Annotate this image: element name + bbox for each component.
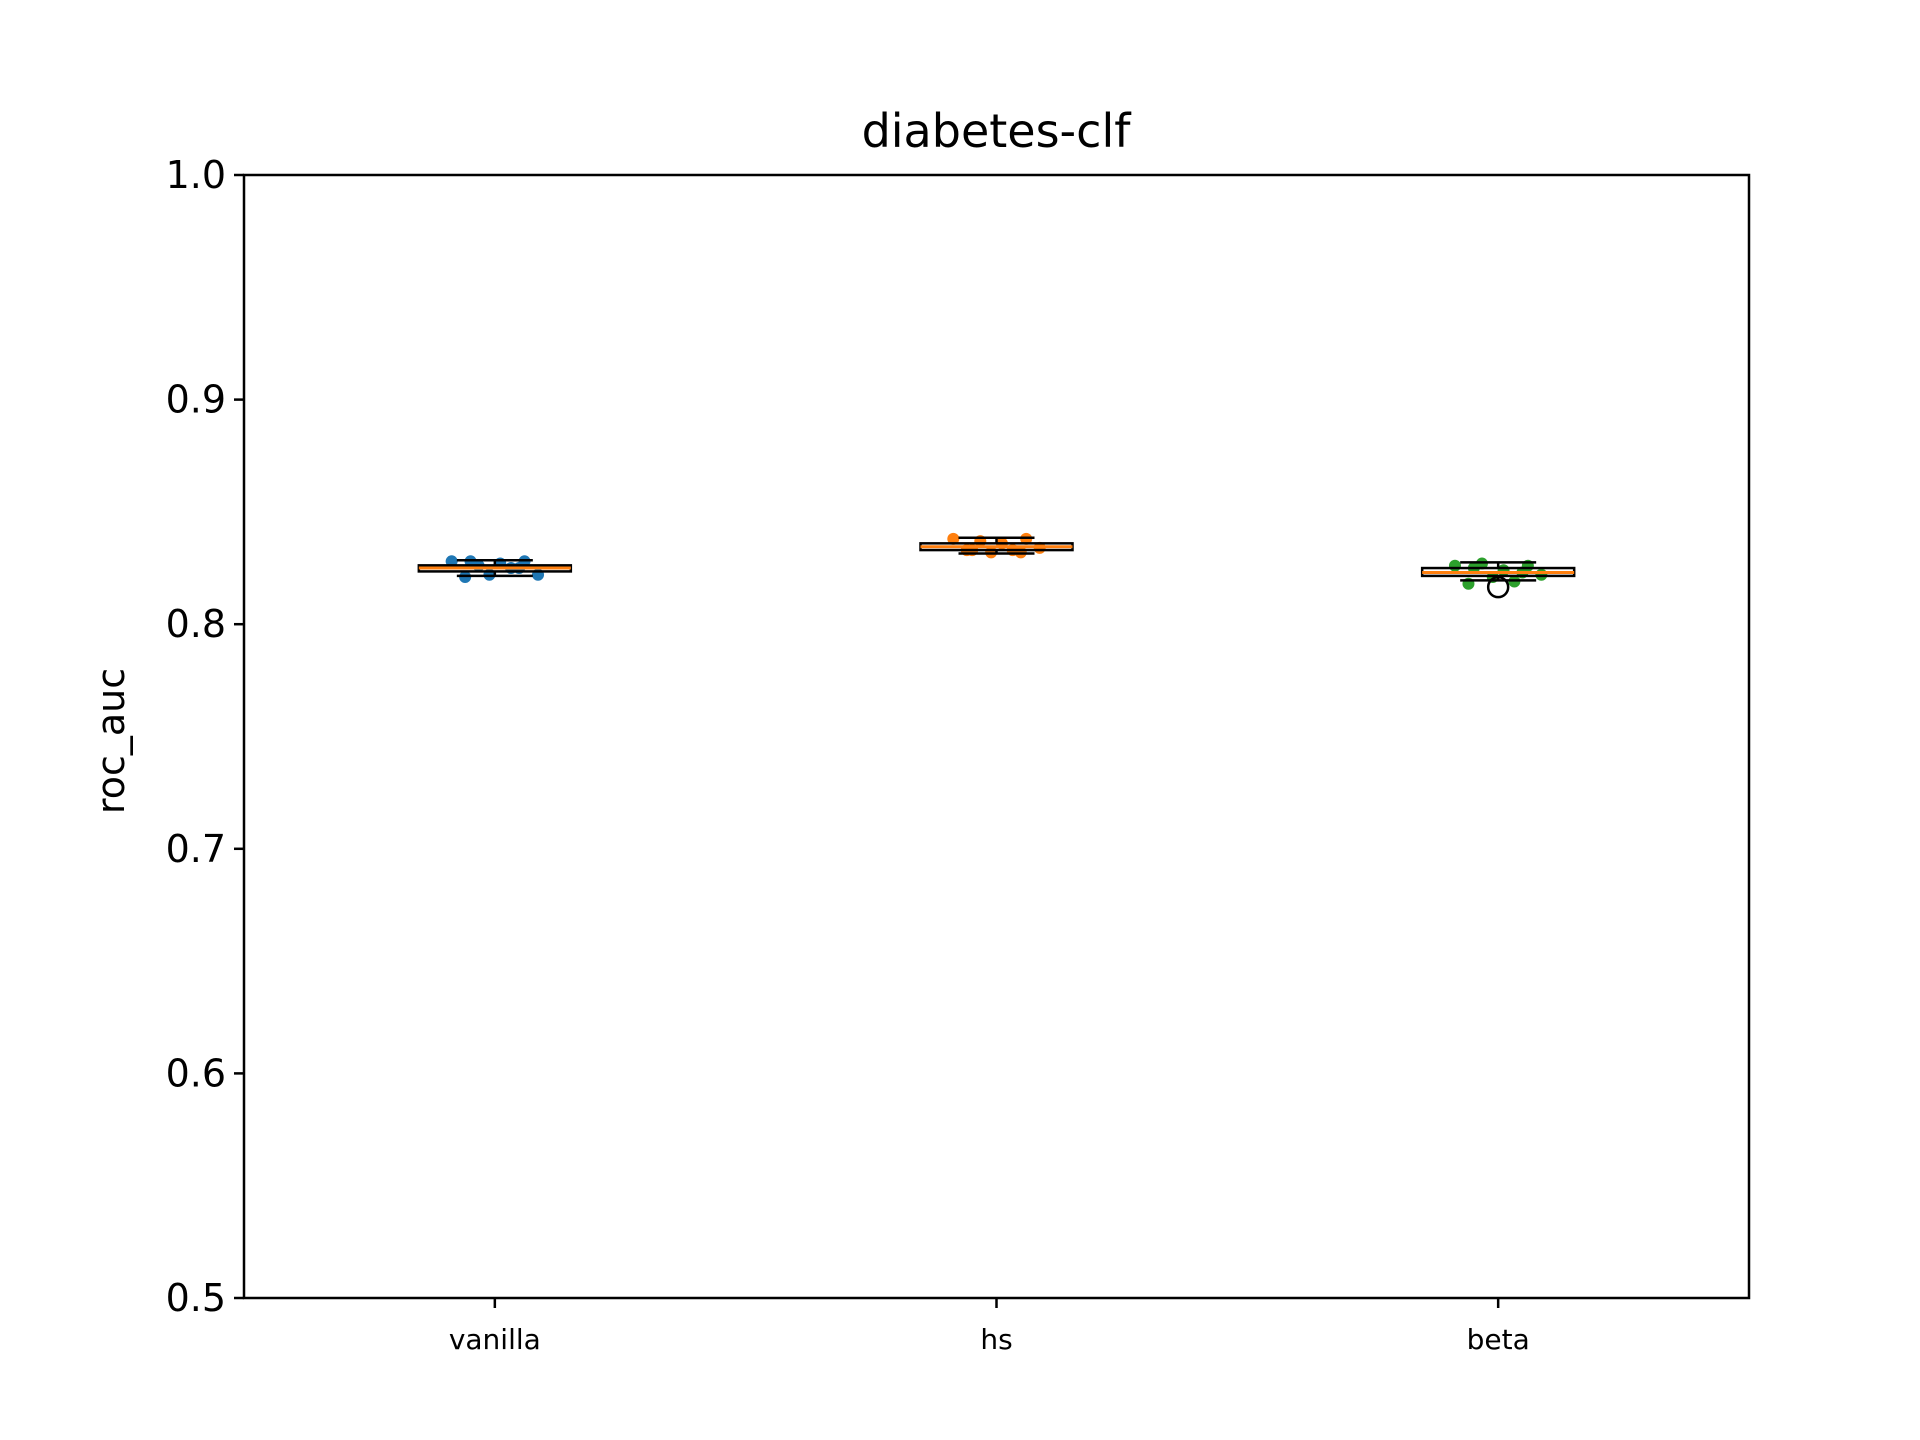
y-tick-label: 0.7 <box>166 827 226 871</box>
x-axis-ticks: vanilla hs beta <box>449 1298 1530 1356</box>
box-group-beta <box>1420 557 1576 599</box>
data-point <box>1448 559 1461 572</box>
chart-title: diabetes-clf <box>862 104 1133 158</box>
y-axis-label: roc_auc <box>89 668 133 814</box>
plot-marks <box>417 532 1576 599</box>
box-group-hs <box>919 532 1074 559</box>
y-axis-ticks: 0.5 0.6 0.7 0.8 0.9 1.0 <box>166 153 244 1320</box>
x-tick-label: vanilla <box>449 1323 541 1356</box>
data-point <box>947 532 960 545</box>
y-tick-label: 0.6 <box>166 1051 226 1095</box>
y-tick-label: 0.9 <box>166 378 226 422</box>
x-tick-label: beta <box>1467 1323 1530 1356</box>
y-tick-label: 1.0 <box>166 153 226 197</box>
y-tick-label: 0.8 <box>166 602 226 646</box>
box-group-vanilla <box>417 555 573 584</box>
y-tick-label: 0.5 <box>166 1276 226 1320</box>
outlier-point <box>1486 575 1510 599</box>
x-tick-label: hs <box>980 1323 1012 1356</box>
